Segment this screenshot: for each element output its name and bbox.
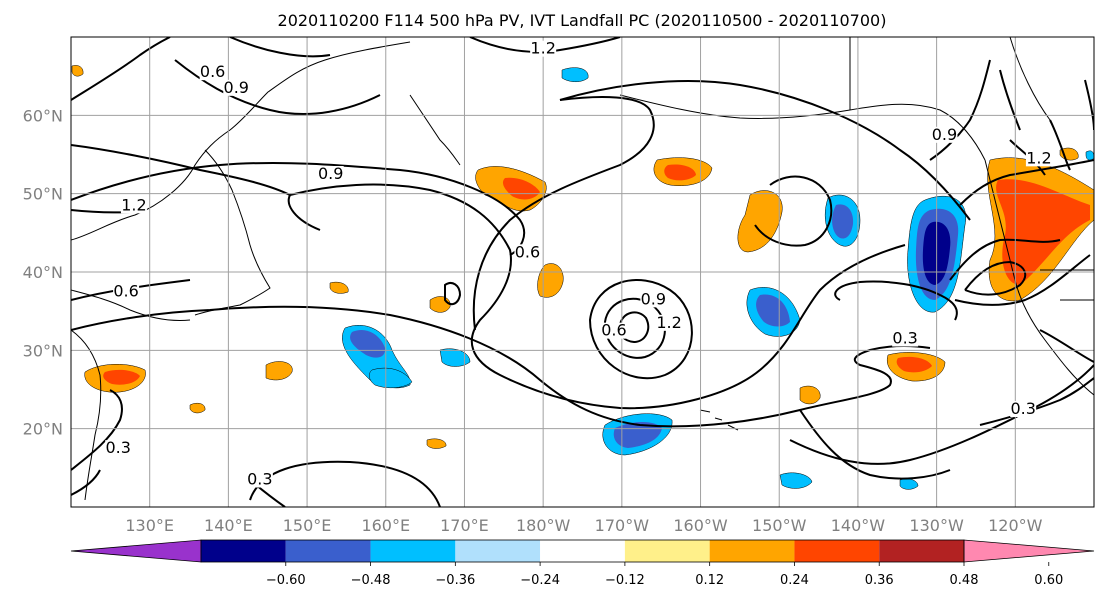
contour-label-bg <box>120 197 147 214</box>
x-tick-label: 130°E <box>125 516 174 535</box>
y-tick-label: 60°N <box>23 106 63 125</box>
colorbar-tick-label: 0.24 <box>780 573 809 588</box>
colorbar-segment <box>455 540 541 562</box>
y-tick-label: 30°N <box>23 341 63 360</box>
contour-label: 0.6 <box>200 62 225 81</box>
colorbar-tick-label: −0.36 <box>435 573 475 588</box>
colorbar-segment <box>201 540 286 562</box>
contour-label-bg <box>199 64 226 81</box>
colorbar-segment <box>879 540 964 562</box>
x-tick-label: 160°E <box>361 516 410 535</box>
x-tick-label: 150°W <box>752 516 807 535</box>
x-tick-label: 130°W <box>909 516 964 535</box>
contour-label: 1.2 <box>656 313 681 332</box>
contour-label-bg <box>1010 401 1037 417</box>
x-tick-label: 160°W <box>673 516 728 535</box>
x-tick-label: 120°W <box>988 516 1043 535</box>
colorbar-extend-low <box>70 539 202 563</box>
colorbar-segment <box>285 540 371 562</box>
contour-label: 0.3 <box>247 470 272 489</box>
y-tick-label: 50°N <box>23 185 63 204</box>
colorbar-tick-label: −0.60 <box>266 573 306 588</box>
colorbar-tick-label: −0.48 <box>351 573 391 588</box>
contour-label-bg <box>113 283 140 300</box>
colorbar-tick-label: 0.36 <box>865 573 894 588</box>
x-tick-labels: 130°E 140°E 150°E 160°E 170°E 180°W 170°W 160°W… <box>125 516 1042 535</box>
chart-title: 2020110200 F114 500 hPa PV, IVT Landfall… <box>278 11 887 30</box>
contour-label: 0.6 <box>601 321 626 340</box>
gridlines <box>71 37 1094 507</box>
y-tick-label: 40°N <box>23 263 63 282</box>
x-tick-label: 170°W <box>595 516 650 535</box>
colorbar-segment <box>540 540 625 562</box>
y-tick-labels: 20°N 30°N 40°N 50°N 60°N <box>23 106 63 438</box>
colorbar-tick-label: −0.12 <box>605 573 645 588</box>
contour-label: 0.9 <box>318 164 343 183</box>
contour-label: 0.9 <box>932 125 957 144</box>
contour-label: 0.9 <box>641 289 666 308</box>
contour-label: 0.3 <box>1010 399 1035 418</box>
contour-label-bg <box>223 79 250 96</box>
colorbar-tick-label: 0.12 <box>695 573 724 588</box>
colorbar-segment <box>370 540 456 562</box>
contour-label: 0.6 <box>113 282 138 301</box>
colorbar-tick-label: −0.24 <box>520 573 560 588</box>
contour-labels: 1.20.90.6 0.30.30.91.20.60.60.90.61.20.91… <box>105 39 1052 489</box>
contour-label: 1.2 <box>530 39 555 58</box>
contour-label: 0.9 <box>224 78 249 97</box>
map-frame <box>70 36 1095 508</box>
colorbar-tick-label: 0.48 <box>950 573 979 588</box>
contour-label-bg <box>246 471 273 488</box>
colorbar-tick-label: 0.60 <box>1034 573 1063 588</box>
colorbar-extend-high <box>963 539 1095 563</box>
contour-label-bg <box>514 244 541 261</box>
contour-label-bg <box>931 126 958 143</box>
contour-label-bg <box>530 40 557 57</box>
colorbar-segment <box>624 540 710 562</box>
x-tick-label: 170°E <box>440 516 489 535</box>
colorbar-segment <box>709 540 795 562</box>
colorbar-segment <box>794 540 880 562</box>
x-tick-label: 180°W <box>516 516 571 535</box>
x-tick-label: 150°E <box>283 516 332 535</box>
contour-label-bg <box>892 330 919 347</box>
contour-label-bg <box>317 166 344 182</box>
contour-label: 0.3 <box>892 329 917 348</box>
contour-label-bg <box>105 440 132 457</box>
contour-label-bg <box>1025 150 1052 167</box>
x-tick-label: 140°E <box>204 516 253 535</box>
colorbar: −0.60 −0.48 −0.36 −0.24 −0.12 0.12 0.24 0.36 0.4… <box>70 539 1095 588</box>
contour-label: 1.2 <box>1026 148 1051 167</box>
contour-label-bg <box>600 322 627 339</box>
contour-label-bg <box>656 314 683 331</box>
contour-label: 1.2 <box>121 195 146 214</box>
y-tick-label: 20°N <box>23 420 63 439</box>
colorbar-frame <box>200 539 965 563</box>
contour-label: 0.6 <box>515 242 540 261</box>
contour-label: 0.3 <box>105 438 130 457</box>
contour-label-bg <box>640 291 667 308</box>
x-tick-label: 140°W <box>831 516 886 535</box>
